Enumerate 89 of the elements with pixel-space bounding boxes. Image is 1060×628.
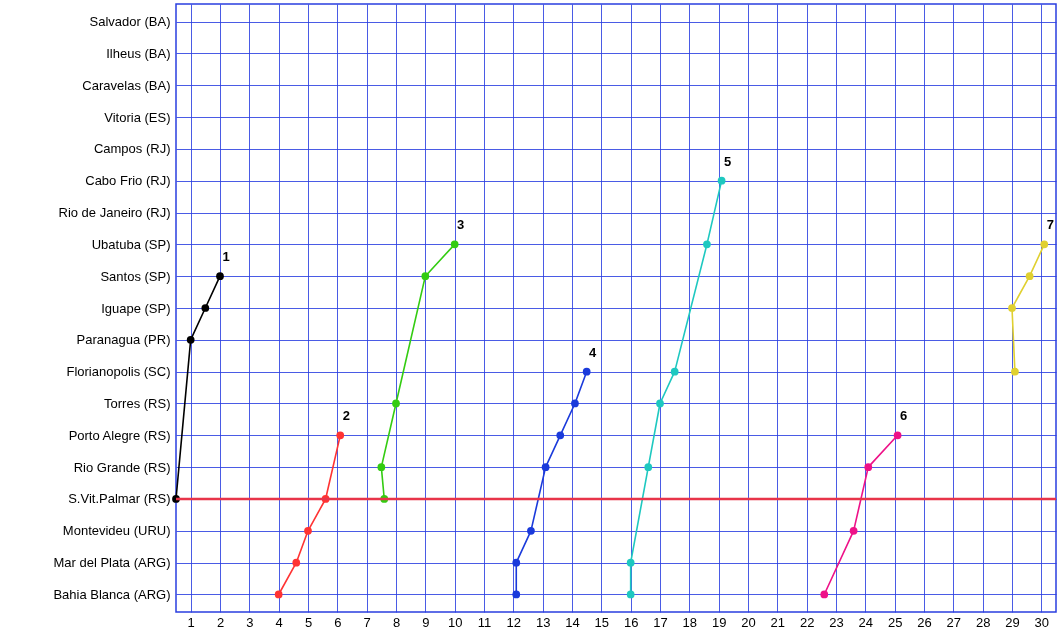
point [216, 272, 224, 281]
x-tick-label: 3 [246, 614, 254, 628]
point [717, 176, 726, 185]
x-tick-label: 1 [187, 614, 195, 628]
x-tick-label: 4 [275, 614, 283, 628]
annotation: 2 [342, 408, 350, 424]
y-tick-label: Porto Alegre (RS) [68, 427, 171, 443]
point [644, 463, 653, 472]
y-tick-label: Ubatuba (SP) [91, 236, 171, 252]
point [571, 399, 579, 408]
point [1011, 367, 1019, 376]
y-tick-label: Mar del Plata (ARG) [53, 555, 171, 571]
x-tick-label: 9 [422, 614, 430, 628]
annotation: 6 [899, 408, 908, 424]
point [512, 558, 521, 567]
y-tick-label: Rio de Janeiro (RJ) [58, 205, 171, 220]
y-tick-label: Montevideu (URU) [62, 523, 171, 539]
point [292, 558, 301, 567]
x-tick-label: 12 [506, 614, 522, 628]
point [703, 240, 711, 249]
x-tick-label: 13 [535, 614, 551, 628]
point [626, 558, 635, 567]
x-tick-label: 14 [565, 614, 580, 628]
y-tick-label: Salvador (BA) [89, 14, 171, 30]
point [656, 399, 664, 408]
point [186, 335, 195, 344]
x-tick-label: 5 [304, 614, 313, 628]
x-tick-label: 25 [887, 614, 903, 628]
annotation: 3 [457, 217, 465, 233]
y-tick-label: Cabo Frio (RJ) [85, 173, 171, 189]
x-tick-label: 19 [711, 614, 727, 628]
point [864, 463, 873, 472]
x-tick-label: 23 [829, 614, 844, 628]
y-tick-label: Florianopolis (SC) [66, 364, 171, 380]
y-tick-label: Caravelas (BA) [82, 77, 171, 93]
point [541, 463, 550, 472]
x-tick-label: 8 [392, 614, 401, 628]
x-tick-label: 28 [975, 614, 991, 628]
point [670, 367, 679, 376]
annotation: 5 [723, 153, 732, 169]
x-tick-label: 7 [363, 614, 371, 628]
x-tick-label: 6 [334, 614, 342, 628]
x-tick-label: 16 [623, 614, 639, 628]
point [421, 272, 430, 281]
point [820, 590, 829, 599]
y-tick-label: Iguape (SP) [101, 300, 171, 316]
point [1025, 272, 1034, 281]
annotation: 7 [1046, 217, 1054, 233]
point [512, 590, 521, 599]
point [274, 590, 283, 599]
y-tick-label: Vitoria (ES) [104, 109, 171, 125]
point [450, 240, 459, 249]
point [556, 431, 565, 440]
annotation: 4 [589, 344, 598, 360]
point [1008, 304, 1016, 312]
y-tick-label: Bahia Blanca (ARG) [53, 586, 171, 602]
x-tick-label: 17 [653, 614, 668, 628]
x-tick-label: 21 [770, 614, 786, 628]
y-tick-label: Campos (RJ) [93, 141, 171, 157]
y-tick-label: Torres (RS) [104, 396, 171, 411]
x-tick-label: 2 [216, 614, 225, 628]
point [626, 590, 635, 599]
y-tick-label: Rio Grande (RS) [73, 459, 171, 475]
y-tick-label: S.Vit.Palmar (RS) [68, 491, 171, 507]
x-tick-label: 26 [917, 614, 932, 628]
point [849, 526, 858, 535]
y-tick-label: Ilheus (BA) [106, 45, 171, 61]
y-tick-label: Paranagua (PR) [76, 332, 171, 348]
x-tick-label: 22 [799, 614, 815, 628]
x-tick-label: 15 [594, 614, 610, 628]
point [304, 526, 312, 535]
x-tick-label: 29 [1005, 614, 1020, 628]
point [201, 304, 210, 312]
point [893, 431, 902, 440]
x-tick-label: 27 [946, 614, 962, 628]
x-tick-label: 18 [682, 614, 698, 628]
annotation: 1 [222, 249, 230, 265]
y-tick-label: Santos (SP) [100, 268, 171, 284]
x-tick-label: 20 [741, 614, 756, 628]
x-tick-label: 10 [447, 614, 463, 628]
point [392, 399, 400, 408]
x-tick-label: 30 [1034, 614, 1050, 628]
point [527, 526, 535, 535]
x-tick-label: 24 [858, 614, 874, 628]
point [377, 463, 386, 472]
point [336, 431, 345, 440]
x-tick-label: 11 [477, 614, 492, 628]
point [1040, 240, 1049, 249]
point [582, 367, 591, 376]
